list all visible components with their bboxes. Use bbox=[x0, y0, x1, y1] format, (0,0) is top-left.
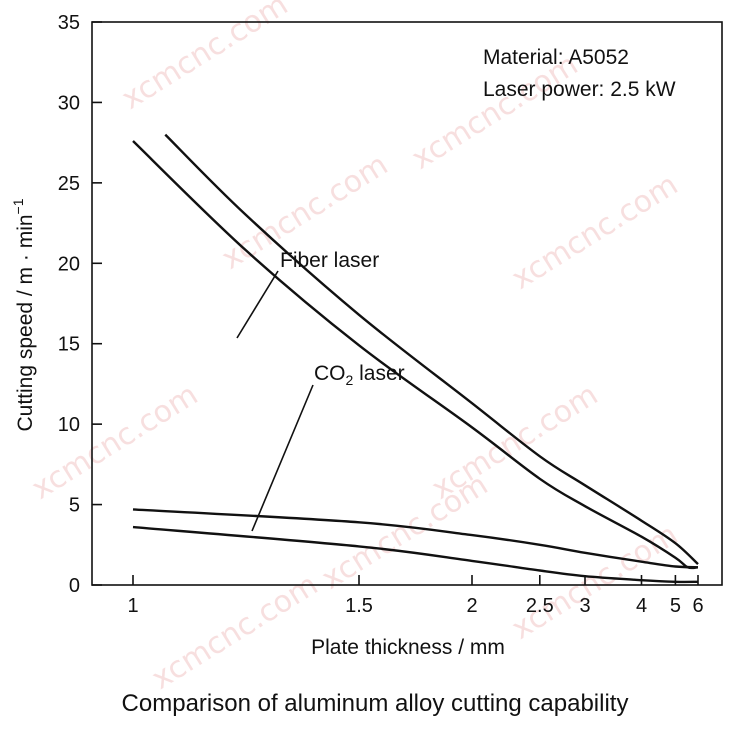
callouts bbox=[236, 270, 314, 532]
co2-laser-label: CO2 laser bbox=[314, 362, 405, 388]
co2-laser-curve-upper bbox=[132, 508, 699, 569]
y-tick-label: 5 bbox=[69, 495, 80, 517]
y-tick-label: 0 bbox=[69, 575, 80, 597]
fiber-laser-curve-upper bbox=[164, 133, 699, 565]
annotation-material: Material: A5052 bbox=[483, 46, 629, 69]
x-tick-label: 2.5 bbox=[526, 595, 554, 617]
fiber-laser-callout bbox=[236, 270, 279, 339]
y-tick-label: 10 bbox=[58, 414, 80, 436]
plot-frame bbox=[91, 21, 723, 586]
co2-laser-callout bbox=[251, 384, 314, 532]
x-tick-label: 6 bbox=[692, 595, 703, 617]
co2-laser-curve-lower bbox=[132, 525, 699, 584]
x-axis-label: Plate thickness / mm bbox=[311, 636, 505, 659]
x-tick-label: 2 bbox=[466, 595, 477, 617]
series-layer bbox=[132, 133, 699, 584]
x-tick-label: 1.5 bbox=[345, 595, 373, 617]
chart-caption: Comparison of aluminum alloy cutting cap… bbox=[121, 690, 629, 717]
y-tick-label: 15 bbox=[58, 334, 80, 356]
watermark-text: xcmcnc.com bbox=[116, 0, 294, 117]
watermark-text: xcmcnc.com bbox=[316, 467, 494, 597]
x-tick-label: 5 bbox=[670, 595, 681, 617]
y-axis-label-sup: −1 bbox=[10, 198, 26, 214]
fiber-laser-label: Fiber laser bbox=[280, 249, 379, 272]
y-tick-label: 35 bbox=[58, 12, 80, 34]
co2-label-sub: 2 bbox=[346, 372, 354, 388]
x-tick-label: 4 bbox=[636, 595, 647, 617]
fiber-laser-curve-lower bbox=[132, 140, 699, 570]
co2-label-tail: laser bbox=[353, 362, 404, 385]
y-tick-label: 20 bbox=[58, 253, 80, 275]
watermark-text: xcmcnc.com bbox=[26, 377, 204, 507]
y-axis-label-main: Cutting speed / m · min bbox=[14, 214, 37, 431]
y-axis-label: Cutting speed / m · min−1 bbox=[10, 198, 37, 431]
watermark-text: xcmcnc.com bbox=[146, 567, 324, 697]
x-tick-label: 3 bbox=[579, 595, 590, 617]
y-tick-label: 30 bbox=[58, 92, 80, 114]
x-tick-label: 1 bbox=[127, 595, 138, 617]
annotation-power: Laser power: 2.5 kW bbox=[483, 78, 676, 101]
watermark-text: xcmcnc.com bbox=[506, 167, 684, 297]
co2-label-main: CO bbox=[314, 362, 346, 385]
y-tick-label: 25 bbox=[58, 173, 80, 195]
